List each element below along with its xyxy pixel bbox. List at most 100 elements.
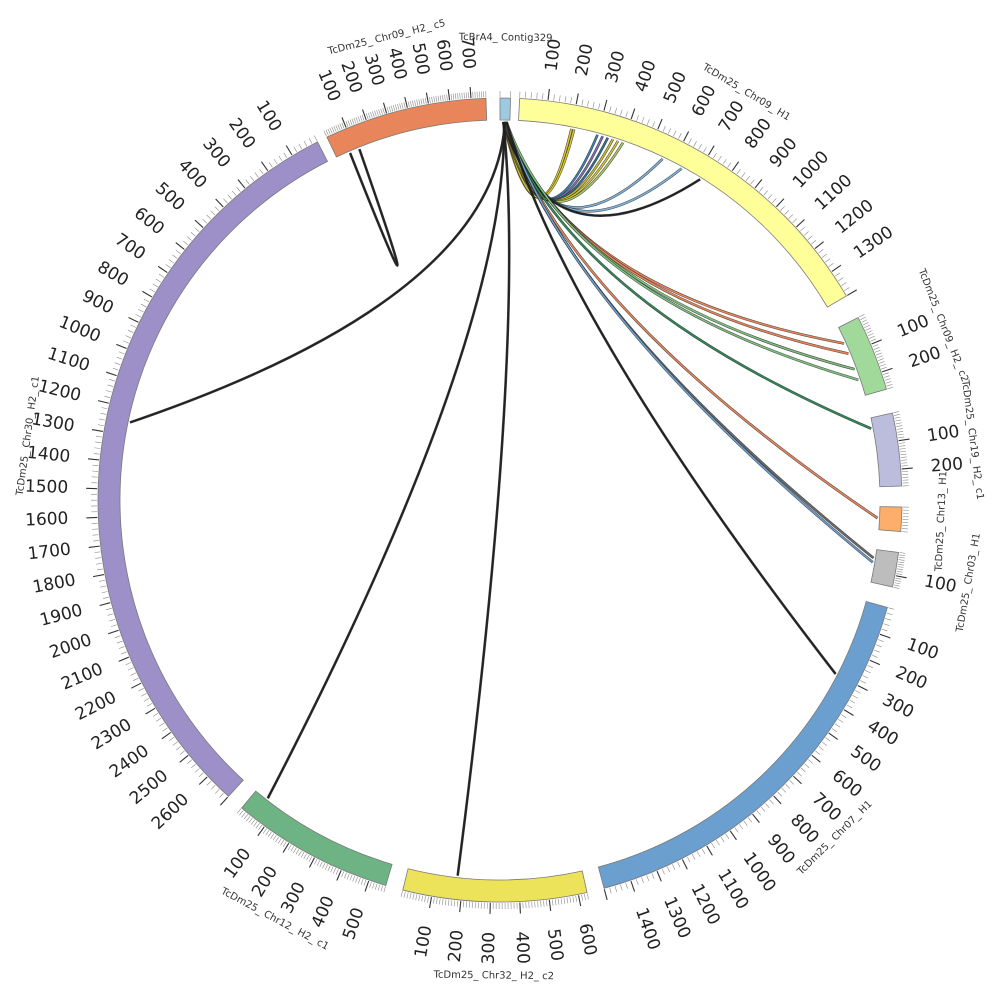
major-tick: [97, 400, 109, 404]
minor-tick: [646, 119, 650, 125]
tick-label: 600: [130, 203, 168, 239]
tick-label: 2200: [72, 687, 120, 724]
minor-tick: [821, 253, 827, 258]
major-tick: [843, 709, 854, 716]
major-tick: [630, 108, 636, 120]
minor-tick: [442, 95, 444, 102]
minor-tick: [380, 885, 384, 892]
minor-tick: [414, 99, 417, 106]
minor-tick: [374, 110, 377, 117]
minor-tick: [554, 899, 557, 906]
minor-tick: [797, 771, 802, 777]
minor-tick: [258, 824, 263, 831]
minor-tick: [866, 330, 873, 334]
minor-tick: [894, 582, 901, 585]
tick-label: 500: [543, 928, 567, 963]
tick-label: 300: [602, 49, 630, 86]
major-tick: [706, 845, 713, 856]
minor-tick: [886, 384, 893, 387]
minor-tick: [248, 817, 253, 823]
minor-tick: [262, 828, 267, 834]
major-tick: [898, 438, 910, 442]
minor-tick: [179, 750, 185, 755]
tick-label: 900: [763, 830, 799, 868]
ticks-small_gray: [893, 552, 907, 589]
minor-tick: [543, 900, 545, 907]
link-chr32_h2_c2: [456, 121, 510, 876]
minor-tick: [661, 868, 665, 875]
minor-tick: [646, 875, 650, 882]
minor-tick: [897, 563, 904, 566]
minor-tick: [287, 844, 292, 851]
major-tick: [285, 145, 293, 156]
major-tick: [175, 242, 185, 250]
ticks-chr19_h2: [893, 411, 913, 487]
minor-tick: [412, 100, 414, 107]
tick-label: 400: [864, 716, 902, 750]
minor-tick: [666, 866, 671, 873]
link-outline: [505, 121, 837, 675]
minor-tick: [114, 362, 121, 365]
minor-tick: [97, 424, 104, 427]
minor-tick: [459, 92, 461, 99]
ticks-chr12_h2_c1: [236, 808, 386, 893]
tick-label: 200: [906, 343, 943, 372]
major-tick: [118, 656, 130, 662]
minor-tick: [716, 839, 720, 846]
minor-tick: [357, 877, 361, 884]
segment-label-chr19_h2: TcDm25_ Chr19_ H2_ c1: [959, 378, 985, 500]
minor-tick: [557, 898, 560, 905]
major-tick: [846, 289, 857, 296]
major-tick: [429, 897, 432, 909]
minor-tick: [447, 899, 450, 906]
minor-tick: [245, 179, 250, 185]
minor-tick: [368, 112, 371, 119]
minor-tick: [431, 96, 433, 103]
minor-tick: [831, 728, 838, 733]
minor-tick: [361, 114, 365, 121]
minor-tick: [651, 873, 655, 879]
tick-label: 300: [479, 932, 500, 965]
minor-tick: [897, 568, 904, 571]
ticks-chr07_h1: [603, 607, 895, 901]
minor-tick: [295, 849, 300, 855]
minor-tick: [696, 851, 701, 857]
minor-tick: [446, 94, 448, 101]
major-tick: [828, 732, 839, 740]
minor-tick: [717, 155, 722, 162]
minor-tick: [677, 861, 681, 868]
minor-tick: [461, 92, 463, 99]
major-tick: [603, 99, 608, 111]
ticks-small_orange: [901, 506, 909, 533]
minor-tick: [130, 324, 136, 328]
tick-label: 1500: [25, 477, 69, 498]
minor-tick: [542, 93, 544, 100]
minor-tick: [319, 861, 323, 868]
minor-tick: [789, 780, 795, 785]
minor-tick: [424, 97, 427, 104]
minor-tick: [418, 99, 421, 106]
minor-tick: [828, 263, 834, 268]
tick-label: 1800: [31, 570, 77, 598]
minor-tick: [453, 900, 456, 907]
major-tick: [99, 602, 111, 607]
minor-tick: [377, 884, 381, 891]
minor-tick: [422, 98, 425, 105]
minor-tick: [575, 895, 578, 902]
minor-tick: [841, 282, 847, 286]
major-tick: [814, 241, 824, 250]
segment-chr32_h2_c2: [402, 868, 588, 903]
minor-tick: [536, 92, 538, 99]
minor-tick: [834, 272, 841, 277]
minor-tick: [894, 580, 901, 582]
minor-tick: [370, 111, 373, 118]
ticks-layer: [86, 87, 913, 914]
minor-tick: [825, 737, 831, 742]
minor-tick: [109, 618, 116, 622]
major-tick: [91, 429, 103, 432]
minor-tick: [293, 146, 298, 153]
minor-tick: [421, 895, 424, 902]
ticks-chr30_h2_c1: [86, 135, 318, 806]
minor-tick: [560, 898, 563, 905]
minor-tick: [327, 128, 331, 135]
